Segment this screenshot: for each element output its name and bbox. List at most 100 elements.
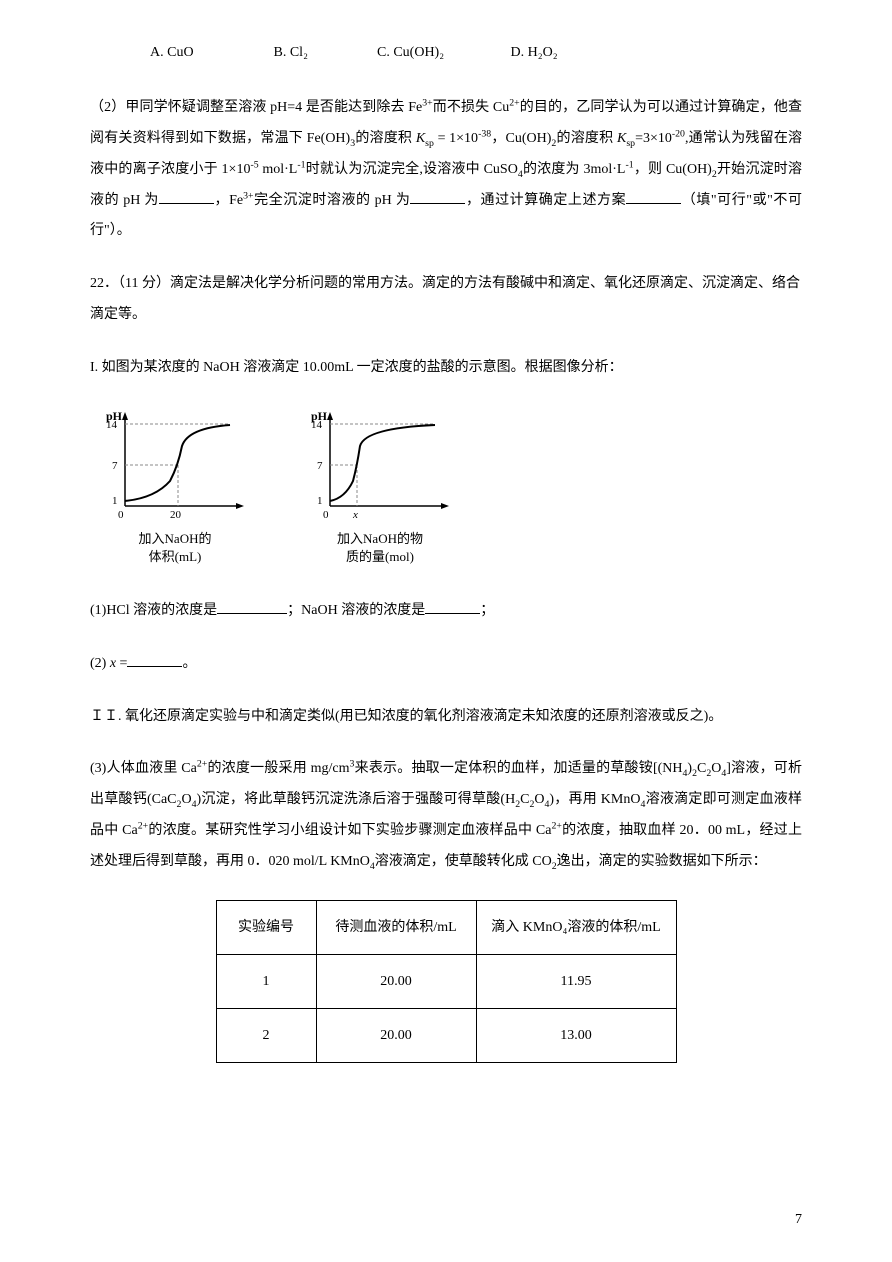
c2-cap-l2: 质的量(mol): [346, 549, 414, 564]
question-2-text: （2）甲同学怀疑调整至溶液 pH=4 是否能达到除去 Fe3+而不损失 Cu2+…: [90, 93, 802, 247]
q2-exp-5: -5: [250, 159, 258, 170]
blank-naoh: [425, 600, 480, 614]
question-part-2: (2) x =。: [90, 649, 802, 680]
c1-x20: 20: [170, 509, 182, 521]
q2-text-15: ，通过计算确定上述方案: [465, 193, 626, 208]
p3-f: O: [711, 761, 721, 776]
cell-r1c3: 11.95: [476, 954, 676, 1008]
q2-ksp1-sub: sp: [425, 138, 434, 149]
p3-sup1: 2+: [197, 759, 207, 770]
page-number: 7: [795, 1207, 802, 1232]
chart-2-svg: pH 14 7 1 0 x: [305, 406, 455, 526]
p2-b: =: [116, 656, 127, 671]
cell-r2c3: 13.00: [476, 1008, 676, 1062]
q2-sup-cu2: 2+: [509, 98, 519, 109]
cell-r1c2: 20.00: [316, 954, 476, 1008]
table-header-row: 实验编号 待测血液的体积/mL 滴入 KMnO₄溶液的体积/mL: [216, 900, 676, 954]
q2-sup-fe3b: 3+: [243, 190, 253, 201]
question-part-3: (3)人体血液里 Ca2+的浓度一般采用 mg/cm3来表示。抽取一定体积的血样…: [90, 754, 802, 877]
c1-cap-l1: 加入NaOH的: [139, 531, 212, 546]
table-row: 2 20.00 13.00: [216, 1008, 676, 1062]
q2-ksp1: K: [416, 131, 425, 146]
option-b: B. Cl₂: [274, 40, 374, 65]
c1-cap-l2: 体积(mL): [149, 549, 202, 564]
blank-ph2: [410, 190, 465, 204]
q2-ksp2-sub: sp: [626, 138, 635, 149]
q2-sup-fe3: 3+: [422, 98, 432, 109]
c1-origin: 0: [118, 509, 124, 521]
q2-ksp1-exp: -38: [478, 128, 491, 139]
q2-ksp1-val: = 1×10: [434, 131, 478, 146]
p3-l: )，再用 KMnO: [549, 792, 640, 807]
chart-1-svg: pH 14 7 1 0 20: [100, 406, 250, 526]
answer-options: A. CuO B. Cl₂ C. Cu(OH)₂ D. H₂O₂: [90, 40, 802, 65]
c2-xx: x: [352, 509, 358, 521]
cell-r2c2: 20.00: [316, 1008, 476, 1062]
chart-2: pH 14 7 1 0 x 加入NaOH的物 质的量(mol): [305, 406, 455, 566]
question-part-1: (1)HCl 溶液的浓度是 ；NaOH 溶液的浓度是 ；: [90, 596, 802, 627]
p3-k: O: [534, 792, 544, 807]
q2-ksp2-exp: -20: [672, 128, 685, 139]
blank-feasible: [626, 190, 681, 204]
c2-y1: 1: [317, 495, 323, 507]
c1-y14: 14: [106, 419, 118, 431]
q2-text-1: （2）甲同学怀疑调整至溶液 pH=4 是否能达到除去 Fe: [90, 100, 422, 115]
c2-y7: 7: [317, 460, 323, 472]
option-a: A. CuO: [150, 40, 270, 65]
c1-y7: 7: [112, 460, 118, 472]
cell-r1c1: 1: [216, 954, 316, 1008]
c2-cap-l1: 加入NaOH的物: [337, 531, 423, 546]
c1-y1: 1: [112, 495, 118, 507]
section-II: ＩＩ. 氧化还原滴定实验与中和滴定类似(用已知浓度的氧化剂溶液滴定未知浓度的还原…: [90, 702, 802, 733]
chart-2-caption: 加入NaOH的物 质的量(mol): [305, 530, 455, 566]
q2-ksp2: K: [617, 131, 626, 146]
p3-a: (3)人体血液里 Ca: [90, 761, 197, 776]
q2-text-11: ，则 Cu(OH): [634, 162, 712, 177]
blank-ph1: [159, 190, 214, 204]
q2-text-9: 时就认为沉淀完全,设溶液中 CuSO: [306, 162, 518, 177]
q2-text-8: mol·L: [259, 162, 298, 177]
p3-e: C: [697, 761, 706, 776]
cell-r2c1: 2: [216, 1008, 316, 1062]
option-c: C. Cu(OH)₂: [377, 40, 507, 65]
q2-text-4: 的溶度积: [355, 131, 416, 146]
p3-b: 的浓度一般采用 mg/cm: [207, 761, 349, 776]
q2-text-2: 而不损失 Cu: [433, 100, 510, 115]
p3-c: 来表示。抽取一定体积的血样，加适量的草酸铵[(NH: [354, 761, 682, 776]
chart-1-caption: 加入NaOH的 体积(mL): [100, 530, 250, 566]
blank-x: [127, 653, 182, 667]
p3-i: )沉淀，将此草酸钙沉淀洗涤后溶于强酸可得草酸(H: [196, 792, 515, 807]
p2-a: (2): [90, 656, 110, 671]
q2-text-10: 的浓度为 3mol·L: [523, 162, 626, 177]
th-kmno4-vol: 滴入 KMnO₄溶液的体积/mL: [476, 900, 676, 954]
p1-b: ；NaOH 溶液的浓度是: [287, 603, 425, 618]
q2-text-5: ，Cu(OH): [491, 131, 551, 146]
table-row: 1 20.00 11.95: [216, 954, 676, 1008]
question-22-head: 22．（11 分）滴定法是解决化学分析问题的常用方法。滴定的方法有酸碱中和滴定、…: [90, 269, 802, 331]
c2-y14: 14: [311, 419, 323, 431]
charts-container: pH 14 7 1 0 20 加入NaOH的 体积(mL) pH 14 7 1 …: [90, 406, 802, 566]
p1-c: ；: [480, 603, 494, 618]
q2-text-6: 的溶度积: [556, 131, 613, 146]
th-blood-vol: 待测血液的体积/mL: [316, 900, 476, 954]
chart-1: pH 14 7 1 0 20 加入NaOH的 体积(mL): [100, 406, 250, 566]
q2-ksp2-val: =3×10: [635, 131, 672, 146]
p3-p: 溶液滴定，使草酸转化成 CO: [375, 854, 552, 869]
q2-text-13: ，Fe: [214, 193, 243, 208]
titration-data-table: 实验编号 待测血液的体积/mL 滴入 KMnO₄溶液的体积/mL 1 20.00…: [216, 900, 677, 1064]
section-I: I. 如图为某浓度的 NaOH 溶液滴定 10.00mL 一定浓度的盐酸的示意图…: [90, 353, 802, 384]
blank-hcl: [217, 600, 287, 614]
p3-q: 逸出，滴定的实验数据如下所示：: [557, 854, 767, 869]
q2-text-14: 完全沉淀时溶液的 pH 为: [254, 193, 411, 208]
q2-exp-1a: -1: [297, 159, 305, 170]
q2-exp-1b: -1: [625, 159, 633, 170]
p3-sup3: 2+: [138, 820, 148, 831]
p3-sup4: 2+: [551, 820, 561, 831]
p3-h: O: [181, 792, 191, 807]
c2-origin: 0: [323, 509, 329, 521]
p3-n: 的浓度。某研究性学习小组设计如下实验步骤测定血液样品中 Ca: [148, 823, 551, 838]
option-d: D. H₂O₂: [511, 40, 611, 65]
p2-c: 。: [182, 656, 196, 671]
p1-a: (1)HCl 溶液的浓度是: [90, 603, 217, 618]
th-exp-no: 实验编号: [216, 900, 316, 954]
